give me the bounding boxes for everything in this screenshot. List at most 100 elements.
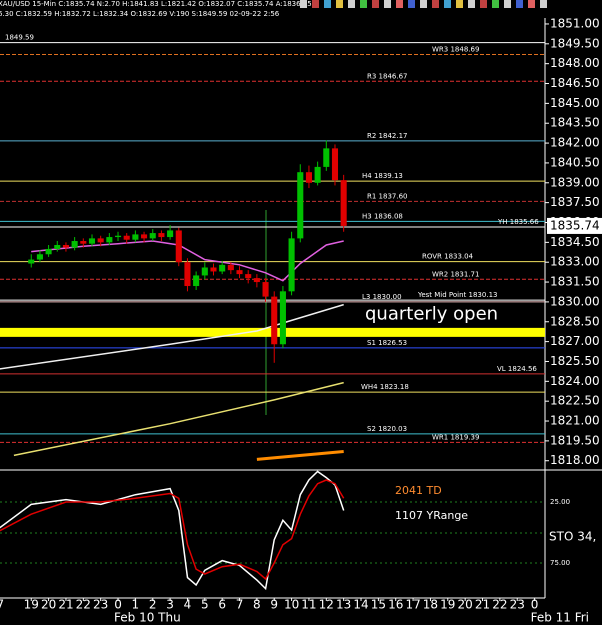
candle-body <box>297 172 304 239</box>
level-label: R3 1846.67 <box>367 72 408 80</box>
x-tick-label: 23 <box>510 598 525 612</box>
candle-body <box>54 244 61 249</box>
moving-average <box>13 381 344 457</box>
stoch-label: STO 34, <box>549 530 596 544</box>
candle-body <box>149 233 156 239</box>
candle-body <box>245 274 252 279</box>
tool-icon[interactable] <box>348 0 355 8</box>
date-label: Feb 11 Fri <box>531 611 589 625</box>
x-tick-label: 18 <box>423 598 438 612</box>
tool-icon[interactable] <box>372 0 379 8</box>
candle-body <box>167 230 174 238</box>
x-tick-label: 2 <box>149 598 157 612</box>
x-tick-label: 13 <box>336 598 351 612</box>
y-tick-label: 1818.00 <box>550 453 600 467</box>
tool-icon[interactable] <box>336 0 343 8</box>
y-tick-label: 1845.00 <box>550 96 600 110</box>
y-tick-label: 1849.50 <box>550 36 600 50</box>
tool-icon[interactable] <box>540 0 547 8</box>
stoch-line <box>0 479 345 581</box>
x-tick-label: 3 <box>166 598 174 612</box>
y-tick-label: 1821.00 <box>550 414 600 428</box>
y-tick-label: 1822.50 <box>550 394 600 408</box>
tool-icon[interactable] <box>360 0 367 8</box>
tool-icon[interactable] <box>312 0 319 8</box>
x-tick-label: 19 <box>24 598 39 612</box>
y-tick-label: 1833.00 <box>550 255 600 269</box>
tool-icon[interactable] <box>504 0 511 8</box>
level-label: R1 1837.60 <box>367 192 408 200</box>
x-tick-label: 22 <box>76 598 91 612</box>
candle-body <box>219 264 226 272</box>
x-tick-label: 4 <box>184 598 192 612</box>
tool-icon[interactable] <box>516 0 523 8</box>
moving-average <box>0 303 344 370</box>
tool-icon[interactable] <box>492 0 499 8</box>
tool-icon[interactable] <box>432 0 439 8</box>
tool-icon[interactable] <box>324 0 331 8</box>
tool-icon[interactable] <box>384 0 391 8</box>
date-label: Feb 10 Thu <box>114 611 181 625</box>
y-tick-label: 1839.00 <box>550 175 600 189</box>
candle-body <box>201 267 208 276</box>
candle-body <box>184 262 191 287</box>
x-tick-label: 20 <box>458 598 473 612</box>
y-tick-label: 1828.50 <box>550 314 600 328</box>
y-tick-label: 1837.50 <box>550 195 600 209</box>
candle-body <box>279 291 286 345</box>
x-tick-label: 19 <box>440 598 455 612</box>
level-label: ROVR 1833.04 <box>422 253 474 261</box>
candle-body <box>97 238 104 243</box>
candle-body <box>123 235 130 240</box>
y-tick-label: 1824.00 <box>550 374 600 388</box>
candle-body <box>262 282 269 297</box>
candle-body <box>80 241 87 244</box>
tool-icon[interactable] <box>468 0 475 8</box>
tool-icon[interactable] <box>444 0 451 8</box>
candle-body <box>88 238 96 244</box>
level-label: WR1 1819.39 <box>432 433 479 441</box>
candle-body <box>331 148 339 181</box>
stoch-note: 2041 TD <box>395 484 442 497</box>
candle-body <box>158 233 165 238</box>
level-label: WR2 1831.71 <box>432 270 479 278</box>
y-tick-label: 1827.00 <box>550 334 600 348</box>
tool-icon[interactable] <box>408 0 415 8</box>
y-tick-label: 1834.50 <box>550 235 600 249</box>
y-tick-label: 1851.00 <box>550 16 600 30</box>
x-tick-label: 9 <box>270 598 278 612</box>
level-label: Yest Mid Point 1830.13 <box>417 291 497 299</box>
tool-icon[interactable] <box>420 0 427 8</box>
candle-body <box>175 230 182 263</box>
tool-icon[interactable] <box>456 0 463 8</box>
x-tick-label: 20 <box>41 598 56 612</box>
level-label: S1 1826.53 <box>367 339 407 347</box>
y-tick-label: 1831.50 <box>550 275 600 289</box>
candle-body <box>323 148 330 167</box>
candle-body <box>28 259 35 264</box>
y-tick-label: 1842.00 <box>550 136 600 150</box>
tool-icon[interactable] <box>300 0 307 8</box>
quarterly-open-label: quarterly open <box>365 303 498 324</box>
tool-icon[interactable] <box>480 0 487 8</box>
y-tick-label: 1819.50 <box>550 433 600 447</box>
header-line: 6.30 C:1832.59 H:1832.72 L:1832.34 O:183… <box>0 10 280 18</box>
x-tick-label: 17 <box>405 598 420 612</box>
x-tick-label: 6 <box>218 598 226 612</box>
moving-average <box>256 450 344 461</box>
y-tick-label: 1843.50 <box>550 116 600 130</box>
candle-body <box>271 296 278 345</box>
candle-body <box>210 267 217 272</box>
tool-icon[interactable] <box>528 0 535 8</box>
x-tick-label: 21 <box>475 598 490 612</box>
x-tick-label: 17 <box>0 598 4 612</box>
x-tick-label: 5 <box>201 598 209 612</box>
stoch-tick-label: 75.00 <box>550 559 570 567</box>
toolbar[interactable] <box>300 0 547 8</box>
level-label: WH4 1823.18 <box>361 383 409 391</box>
level-label: VL 1824.56 <box>497 365 537 373</box>
x-tick-label: 8 <box>253 598 261 612</box>
tool-icon[interactable] <box>396 0 403 8</box>
x-tick-label: 21 <box>58 598 73 612</box>
